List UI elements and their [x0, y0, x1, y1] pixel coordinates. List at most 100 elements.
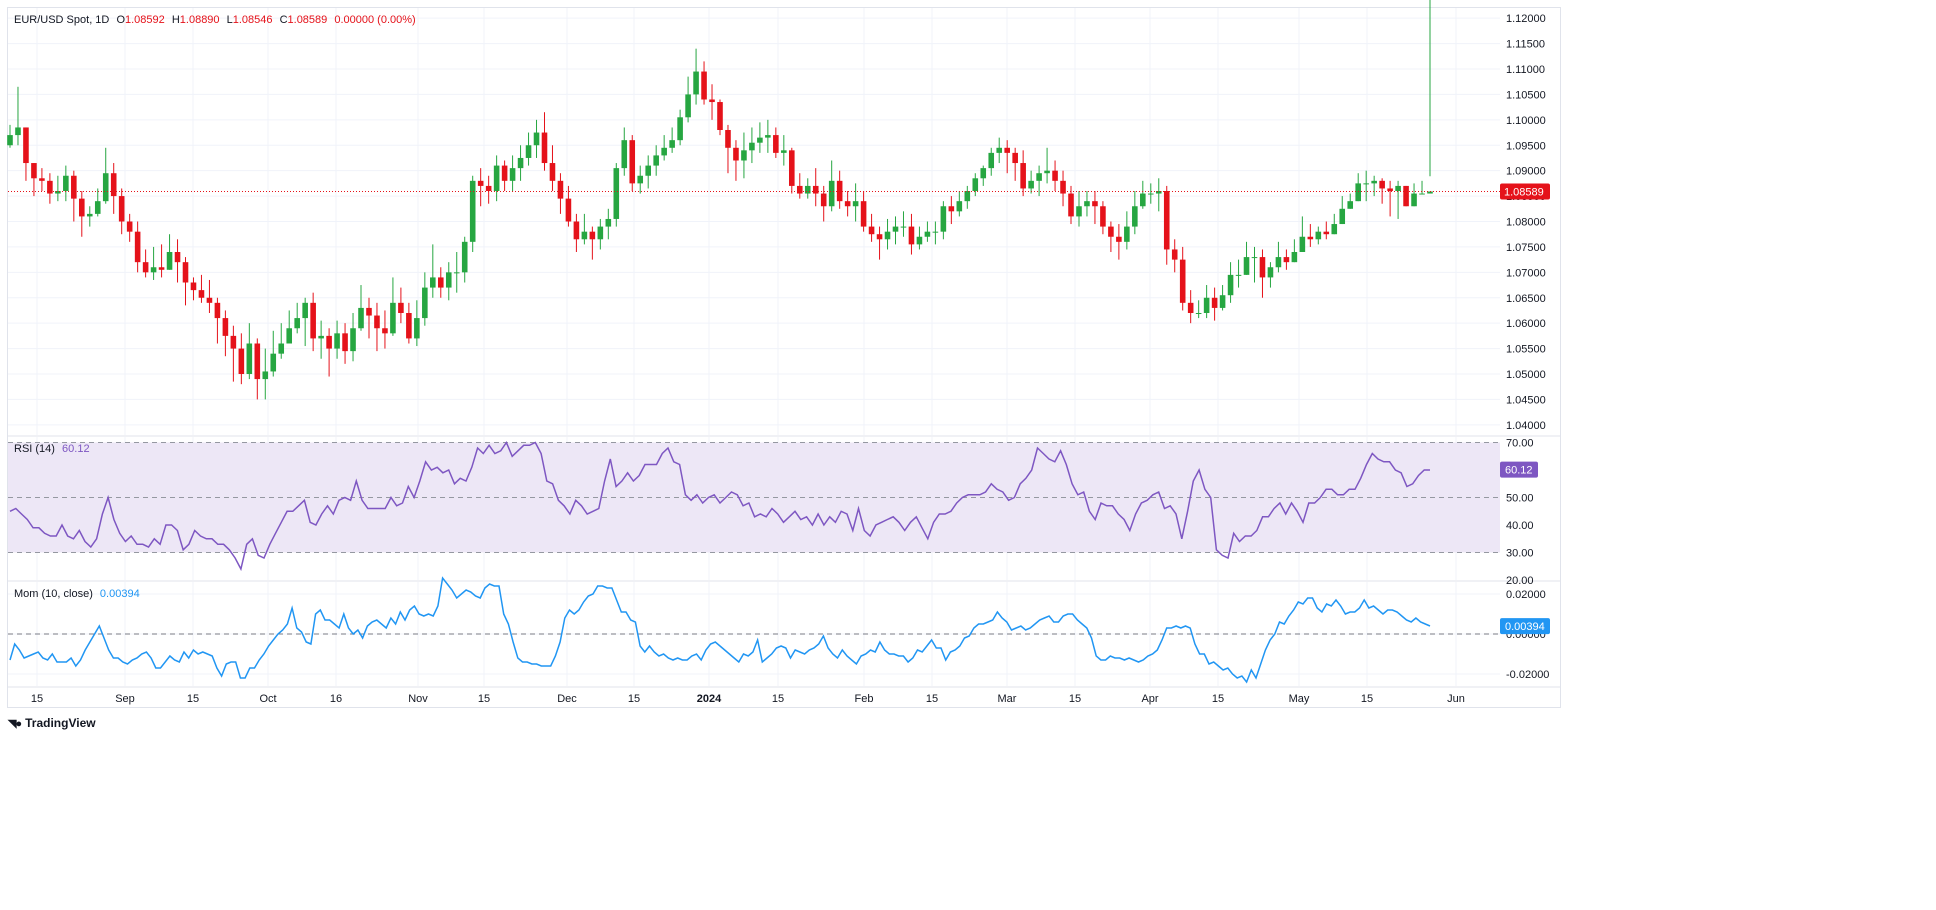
- candle-body[interactable]: [302, 302, 308, 319]
- candle-body[interactable]: [1060, 180, 1066, 194]
- tradingview-logo[interactable]: ◥● TradingView: [8, 716, 96, 730]
- candle-body[interactable]: [206, 297, 213, 303]
- candle-body[interactable]: [1323, 231, 1330, 235]
- candle-body[interactable]: [1427, 191, 1433, 194]
- chart-canvas[interactable]: 15 Sep 15 Oct 16 Nov 15 Dec 15 2024 15 Feb 15 Mar 15 Ap…: [0, 0, 1568, 736]
- candle-body[interactable]: [1132, 206, 1138, 227]
- candle-body[interactable]: [557, 180, 564, 199]
- candle-body[interactable]: [55, 191, 61, 194]
- candle-body[interactable]: [1419, 193, 1425, 195]
- candle-body[interactable]: [605, 218, 612, 227]
- candle-body[interactable]: [1219, 295, 1226, 308]
- candle-body[interactable]: [892, 226, 899, 232]
- candle-body[interactable]: [852, 201, 859, 207]
- candle-body[interactable]: [493, 165, 500, 191]
- candle-body[interactable]: [461, 241, 468, 273]
- candle-body[interactable]: [1052, 170, 1058, 181]
- candle-body[interactable]: [254, 343, 261, 380]
- candle-body[interactable]: [1044, 170, 1050, 174]
- candle-body[interactable]: [102, 173, 109, 202]
- candle-body[interactable]: [940, 206, 947, 232]
- candle-body[interactable]: [39, 178, 45, 181]
- candle-body[interactable]: [366, 307, 372, 316]
- candle-body[interactable]: [374, 315, 380, 329]
- candle-body[interactable]: [980, 168, 987, 179]
- candle-body[interactable]: [1155, 191, 1162, 194]
- candle-body[interactable]: [868, 226, 875, 235]
- candle-body[interactable]: [1283, 257, 1290, 263]
- candle-body[interactable]: [31, 163, 37, 179]
- candle-body[interactable]: [725, 130, 731, 148]
- candle-body[interactable]: [23, 127, 29, 164]
- candle-body[interactable]: [1068, 193, 1074, 217]
- candle-body[interactable]: [757, 137, 763, 143]
- candle-body[interactable]: [844, 201, 851, 207]
- candle-body[interactable]: [836, 180, 843, 202]
- candle-body[interactable]: [270, 353, 277, 372]
- candle-body[interactable]: [860, 201, 867, 227]
- candle-body[interactable]: [134, 231, 141, 263]
- candle-body[interactable]: [573, 221, 580, 240]
- candle-body[interactable]: [182, 262, 189, 283]
- candle-body[interactable]: [613, 168, 620, 219]
- candle-body[interactable]: [820, 193, 827, 207]
- candle-body[interactable]: [1227, 274, 1234, 296]
- candle-body[interactable]: [1235, 274, 1242, 276]
- candle-body[interactable]: [406, 313, 412, 339]
- candle-body[interactable]: [1203, 297, 1210, 313]
- candle-body[interactable]: [334, 333, 340, 349]
- candle-body[interactable]: [15, 127, 21, 136]
- candle-body[interactable]: [126, 221, 133, 232]
- candle-body[interactable]: [1211, 297, 1218, 308]
- candle-body[interactable]: [214, 302, 221, 319]
- candle-body[interactable]: [956, 201, 963, 212]
- candle-body[interactable]: [86, 213, 93, 217]
- candle-body[interactable]: [1371, 180, 1377, 184]
- candle-body[interactable]: [174, 252, 181, 263]
- candle-body[interactable]: [1108, 226, 1114, 237]
- candle-body[interactable]: [286, 328, 293, 344]
- candle-body[interactable]: [621, 140, 628, 169]
- candle-body[interactable]: [1411, 193, 1417, 207]
- candle-body[interactable]: [445, 272, 452, 288]
- candle-body[interactable]: [485, 185, 492, 191]
- candle-body[interactable]: [781, 150, 787, 153]
- candle-body[interactable]: [828, 180, 835, 207]
- candle-body[interactable]: [1100, 206, 1106, 227]
- candle-body[interactable]: [693, 71, 699, 95]
- candle-body[interactable]: [1124, 226, 1130, 242]
- candle-body[interactable]: [150, 267, 157, 273]
- candle-body[interactable]: [908, 226, 915, 245]
- candle-body[interactable]: [669, 140, 675, 148]
- candle-body[interactable]: [1084, 201, 1090, 207]
- candle-body[interactable]: [653, 155, 659, 166]
- candle-body[interactable]: [382, 328, 388, 334]
- candle-body[interactable]: [453, 272, 460, 274]
- candle-body[interactable]: [7, 135, 13, 146]
- candle-body[interactable]: [1195, 313, 1202, 314]
- candle-body[interactable]: [430, 277, 436, 288]
- candle-body[interactable]: [525, 145, 532, 158]
- candle-body[interactable]: [1395, 185, 1401, 191]
- candle-body[interactable]: [1147, 193, 1154, 195]
- candle-body[interactable]: [1251, 257, 1258, 259]
- candle-body[interactable]: [414, 318, 420, 339]
- candle-body[interactable]: [238, 348, 245, 374]
- candle-body[interactable]: [1315, 231, 1322, 240]
- candle-body[interactable]: [501, 165, 508, 181]
- chart-svg[interactable]: 15 Sep 15 Oct 16 Nov 15 Dec 15 2024 15 Feb 15 Mar 15 Ap…: [0, 0, 1568, 736]
- candle-body[interactable]: [358, 307, 364, 329]
- candle-body[interactable]: [326, 335, 332, 349]
- candle-body[interactable]: [884, 231, 891, 240]
- candle-body[interactable]: [47, 180, 53, 194]
- candle-body[interactable]: [733, 147, 739, 161]
- candle-body[interactable]: [685, 94, 691, 118]
- rsi-line[interactable]: [9, 440, 1430, 572]
- candle-body[interactable]: [765, 135, 771, 138]
- candle-body[interactable]: [796, 185, 803, 194]
- candle-body[interactable]: [1092, 201, 1098, 207]
- candle-body[interactable]: [749, 142, 755, 151]
- candle-body[interactable]: [1140, 193, 1146, 207]
- candle-body[interactable]: [741, 150, 747, 161]
- candle-body[interactable]: [294, 318, 300, 329]
